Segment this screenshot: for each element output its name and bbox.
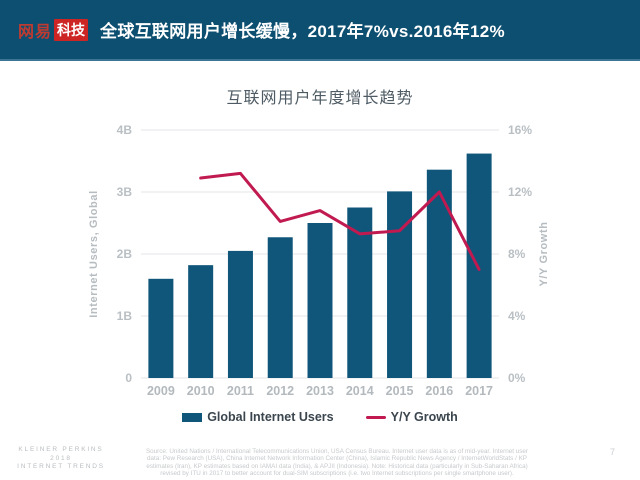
legend-item-bars: Global Internet Users — [182, 410, 334, 424]
logo-suffix-badge: 科技 — [54, 18, 89, 41]
left-axis-title: Internet Users, Global — [88, 190, 100, 318]
bar-series-swatch — [182, 412, 203, 422]
right-axis-tick: 8% — [508, 247, 526, 261]
bar-series-label: Global Internet Users — [207, 410, 334, 424]
bar-2012 — [267, 237, 293, 378]
netease-tech-logo: 网易 科技 — [18, 18, 89, 42]
line-series-swatch — [365, 415, 386, 419]
left-axis-tick: 0 — [125, 371, 132, 385]
yoy-growth-line — [199, 171, 481, 271]
x-axis-label-2009: 2009 — [147, 384, 175, 398]
page-number: 7 — [610, 447, 616, 457]
x-axis-label-2017: 2017 — [465, 384, 493, 398]
brand-line-1: KLEINER PERKINS — [18, 446, 104, 453]
left-axis-tick: 3B — [117, 185, 133, 199]
x-axis-label-2011: 2011 — [227, 384, 254, 398]
source-note: Source: United Nations / International T… — [125, 448, 549, 477]
legend-item-line: Y/Y Growth — [365, 410, 458, 424]
brand-line-2: 2018 — [50, 454, 72, 462]
left-axis-tick: 4B — [117, 123, 133, 137]
bar-2013 — [307, 223, 333, 378]
line-series-label: Y/Y Growth — [390, 410, 458, 424]
chart-legend: Global Internet Users Y/Y Growth — [0, 410, 640, 424]
left-axis-tick: 1B — [117, 309, 133, 323]
slide-headline: 全球互联网用户增长缓慢，2017年7%vs.2016年12% — [100, 22, 505, 41]
right-axis-tick: 0% — [508, 371, 526, 385]
right-axis-tick: 4% — [508, 309, 526, 323]
header-bar: 网易 科技 全球互联网用户增长缓慢，2017年7%vs.2016年12% — [0, 0, 640, 61]
source-line-1: Source: United Nations / International T… — [145, 448, 529, 455]
brand-line-3: INTERNET TRENDS — [17, 463, 105, 470]
source-line-4: revised by ITU in 2017 to better account… — [160, 469, 514, 477]
bar-2009 — [148, 278, 174, 378]
x-axis-label-2015: 2015 — [386, 384, 414, 398]
x-axis-label-2014: 2014 — [346, 384, 374, 398]
source-line-3: estimates (Iran), KP estimates based on … — [146, 462, 528, 470]
bar-2015 — [387, 191, 413, 378]
chart-title: 互联网用户年度增长趋势 — [226, 90, 414, 107]
logo-prefix-text: 网易 — [18, 23, 53, 41]
left-axis-tick: 2B — [117, 247, 133, 261]
bar-2010 — [188, 265, 214, 378]
source-line-2: data: Pew Research (USA), China Internet… — [147, 455, 527, 463]
kleiner-perkins-brand: KLEINER PERKINS 2018 INTERNET TRENDS — [0, 446, 122, 472]
bar-2016 — [426, 169, 452, 378]
bar-2017 — [466, 153, 492, 378]
x-axis-label-2010: 2010 — [187, 384, 215, 398]
x-axis-label-2016: 2016 — [425, 384, 453, 398]
right-axis-tick: 16% — [508, 123, 532, 137]
bar-2014 — [347, 207, 373, 378]
x-axis-label-2013: 2013 — [306, 384, 334, 398]
right-axis-tick: 12% — [508, 185, 532, 199]
right-axis-title: Y/Y Growth — [538, 221, 550, 286]
bar-2011 — [227, 250, 253, 378]
x-axis-label-2012: 2012 — [266, 384, 294, 398]
